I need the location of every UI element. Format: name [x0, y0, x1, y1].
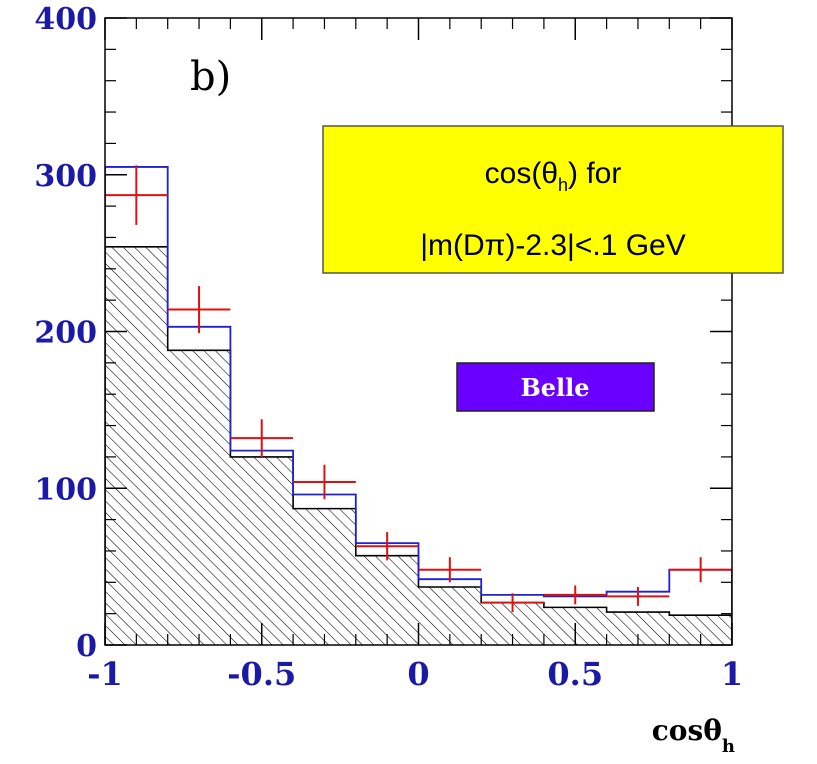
hatched-bin [293, 508, 356, 645]
info-box-line1: cos(θh) for [485, 157, 622, 195]
data-points [105, 165, 732, 613]
info-box-line2: |m(Dπ)-2.3|<.1 GeV [420, 229, 686, 262]
info-box-line1-sub: h [558, 175, 568, 195]
info-box-background [322, 125, 784, 274]
y-tick-label: 100 [34, 472, 97, 507]
experiment-badge-label: Belle [520, 373, 589, 402]
data-point [230, 419, 294, 457]
data-point [418, 557, 482, 583]
x-tick-label: 0.5 [547, 655, 603, 693]
hatched-bin [355, 555, 419, 645]
data-point [481, 593, 544, 613]
y-tick-label: 400 [34, 2, 97, 37]
x-axis-ticks: -1 -0.5 0 0.5 1 [87, 18, 743, 693]
data-point [606, 587, 670, 606]
hatched-bin [105, 246, 168, 645]
info-box: cos(θh) for |m(Dπ)-2.3|<.1 GeV [322, 125, 784, 274]
data-point [293, 464, 356, 500]
x-tick-label: -0.5 [227, 655, 296, 693]
y-tick-label: 0 [76, 629, 97, 664]
x-tick-label: 0 [407, 655, 429, 693]
y-tick-label: 300 [34, 159, 97, 194]
data-point [355, 532, 419, 561]
y-axis-ticks: 0 100 200 300 400 [34, 2, 732, 664]
info-box-line1-suffix: ) for [568, 157, 621, 190]
x-axis-title: cosθh [652, 714, 735, 757]
data-point [105, 165, 168, 225]
experiment-badge-background [456, 362, 655, 412]
hatched-bin [230, 456, 294, 645]
data-point [167, 286, 231, 334]
info-box-line1-prefix: cos(θ [485, 157, 558, 190]
experiment-badge: Belle [456, 362, 655, 412]
x-axis-title-main: cosθ [652, 714, 722, 747]
hatched-bin [167, 350, 231, 645]
x-tick-label: -1 [87, 655, 123, 693]
x-axis-title-sub: h [722, 736, 735, 757]
x-axis-title-text: cosθh [652, 714, 735, 757]
data-point [669, 557, 732, 583]
data-point [543, 585, 607, 605]
y-tick-label: 200 [34, 316, 97, 351]
panel-label: b) [190, 54, 231, 100]
x-tick-label: 1 [721, 655, 743, 693]
